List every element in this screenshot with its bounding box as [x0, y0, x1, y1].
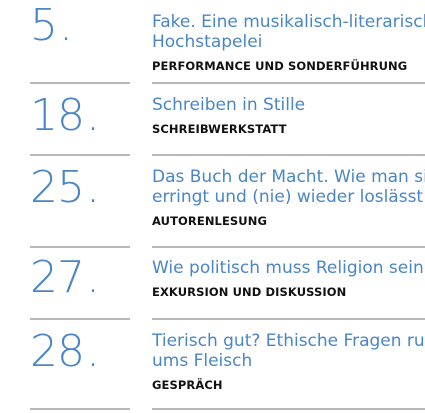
event-day-number: 5: [30, 0, 58, 51]
divider-right: [152, 246, 425, 248]
event-type: SCHREIBWERKSTATT: [152, 122, 287, 136]
event-day-number: 28: [30, 326, 85, 377]
divider-left: [30, 154, 130, 156]
event-type: PERFORMANCE UND SONDERFÜHRUNG: [152, 59, 408, 73]
event-texts: Das Buch der Macht. Wie man sie erringt …: [152, 167, 425, 228]
date-dot: .: [86, 162, 100, 213]
event-texts: Schreiben in Stille SCHREIBWERKSTATT: [152, 95, 425, 136]
event-day-number: 18: [30, 90, 85, 141]
divider-right: [152, 318, 425, 320]
event-texts: Wie politisch muss Religion sein? EXKURS…: [152, 258, 425, 299]
divider-right: [152, 154, 425, 156]
event-texts: Fake. Eine musikalisch-literarische Hoch…: [152, 12, 425, 73]
divider-left: [30, 408, 130, 410]
divider-right: [152, 82, 425, 84]
divider-left: [30, 318, 130, 320]
event-type: EXKURSION UND DISKUSSION: [152, 285, 347, 299]
divider-left: [30, 246, 130, 248]
event-day-number: 25: [30, 162, 85, 213]
event-date: 25.: [30, 166, 100, 210]
divider-right: [152, 408, 425, 410]
event-type: AUTORENLESUNG: [152, 214, 268, 228]
date-dot: .: [59, 0, 73, 51]
event-texts: Tierisch gut? Ethische Fragen rund ums F…: [152, 331, 425, 392]
event-date: 27.: [30, 256, 100, 300]
event-type: GESPRÄCH: [152, 378, 223, 392]
event-title[interactable]: Schreiben in Stille: [152, 95, 306, 115]
divider-left: [30, 82, 130, 84]
date-dot: .: [86, 90, 100, 141]
event-title[interactable]: Fake. Eine musikalisch-literarische Hoch…: [152, 12, 425, 52]
event-title[interactable]: Das Buch der Macht. Wie man sie erringt …: [152, 167, 425, 207]
event-title[interactable]: Tierisch gut? Ethische Fragen rund ums F…: [152, 331, 425, 371]
date-dot: .: [86, 252, 100, 303]
event-day-number: 27: [30, 252, 85, 303]
event-date: 28.: [30, 330, 100, 374]
date-dot: .: [86, 326, 100, 377]
event-date: 18.: [30, 94, 100, 138]
event-title[interactable]: Wie politisch muss Religion sein?: [152, 258, 425, 278]
event-date: 5.: [30, 4, 73, 48]
